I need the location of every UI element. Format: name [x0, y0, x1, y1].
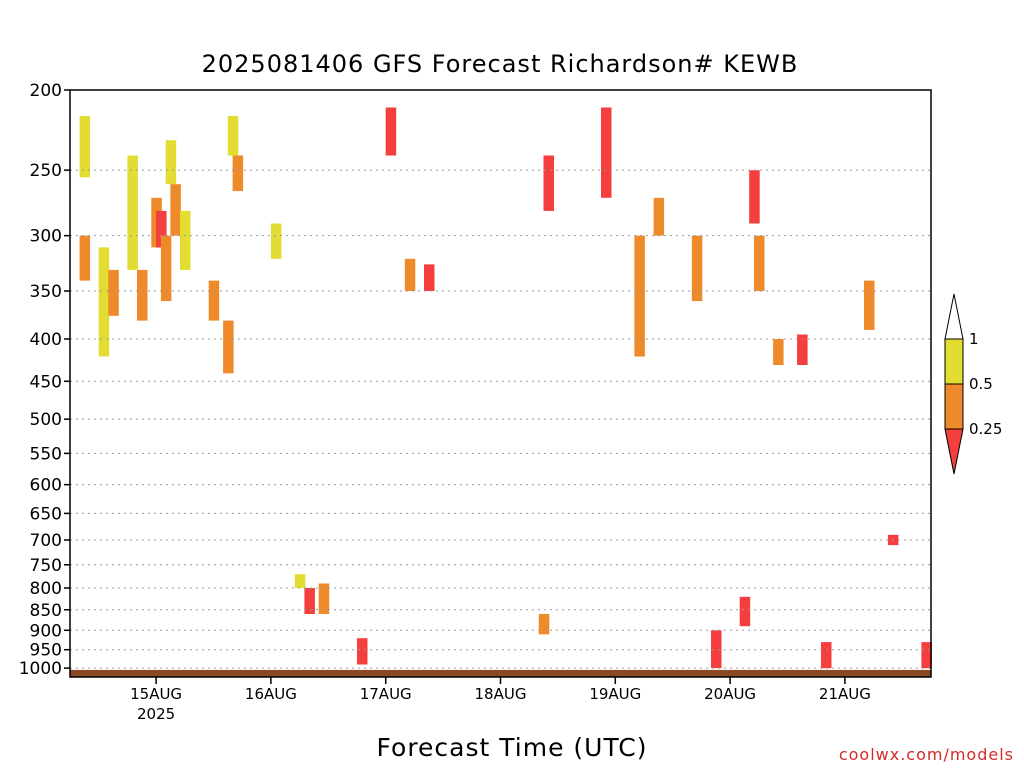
- y-tick-label: 1000: [19, 659, 62, 679]
- heatmap-cell: [79, 235, 91, 281]
- heatmap-cell: [137, 269, 148, 321]
- y-tick-label: 250: [30, 161, 62, 181]
- x-axis: 15AUG 2025 16AUG 17AUG 18AUG 19AUG 20AUG 21AUG: [130, 677, 871, 723]
- heatmap-cell: [318, 583, 330, 614]
- heatmap-cell: [773, 339, 784, 365]
- y-tick-label: 200: [30, 81, 62, 101]
- heatmap-cell: [232, 155, 244, 192]
- y-tick-label: 900: [30, 621, 62, 641]
- y-tick-label: 550: [30, 444, 62, 464]
- legend-swatch-0-5-1: [944, 338, 964, 385]
- heatmap-cell: [127, 155, 138, 270]
- heatmap-cell: [108, 269, 119, 316]
- chart-title: 2025081406 GFS Forecast Richardson# KEWB: [201, 50, 799, 78]
- plot-border: [69, 89, 932, 678]
- heatmap-cell: [754, 235, 765, 291]
- x-tick-label: 16AUG: [245, 685, 297, 703]
- heatmap-cell: [797, 334, 808, 365]
- heatmap-cell: [864, 280, 875, 330]
- credit-link[interactable]: coolwx.com/models: [838, 745, 1014, 764]
- legend-level-label: 0.25: [969, 420, 1002, 438]
- pressure-gridlines: [70, 169, 931, 669]
- heatmap-cells: [79, 107, 932, 669]
- x-tick-label: 17AUG: [360, 685, 412, 703]
- heatmap-cell: [160, 235, 172, 302]
- heatmap-cell: [821, 642, 832, 669]
- y-tick-label: 450: [30, 372, 62, 392]
- heatmap-cell: [691, 235, 703, 302]
- heatmap-cell: [156, 210, 167, 248]
- y-tick-label: 650: [30, 504, 62, 524]
- heatmap-cell: [921, 642, 932, 669]
- heatmap-cell: [165, 140, 177, 185]
- heatmap-cell: [79, 116, 91, 178]
- y-tick-label: 850: [30, 601, 62, 621]
- heatmap-cell: [180, 210, 191, 270]
- ground-band: [70, 669, 931, 677]
- y-tick-label: 750: [30, 556, 62, 576]
- legend-arrow-lt0-25: [944, 428, 964, 475]
- heatmap-cell: [357, 638, 368, 665]
- y-tick-label: 950: [30, 641, 62, 661]
- y-tick-label: 500: [30, 410, 62, 430]
- y-tick-label: 350: [30, 282, 62, 302]
- y-tick-label: 300: [30, 227, 62, 247]
- colorbar-legend: 0.25 0.5 1: [944, 293, 1002, 475]
- heatmap-cell: [98, 247, 110, 357]
- y-tick-label: 600: [30, 476, 62, 496]
- y-axis: 200 250 300 350 400 450 500 550 600 650 700 750 8008…: [19, 81, 70, 679]
- heatmap-cell: [208, 280, 220, 321]
- y-tick-label: 700: [30, 531, 62, 551]
- heatmap-cell: [749, 170, 760, 224]
- legend-swatch-0-25-0-5: [944, 383, 964, 430]
- heatmap-cell: [223, 320, 234, 374]
- plot-frame: [69, 89, 932, 678]
- heatmap-cell: [270, 223, 282, 259]
- heatmap-cell: [404, 258, 416, 291]
- x-tick-label: 18AUG: [475, 685, 527, 703]
- x-year-label: 2025: [137, 705, 175, 723]
- heatmap-cell: [294, 574, 306, 588]
- legend-level-label: 0.5: [969, 375, 993, 393]
- heatmap-cell: [538, 614, 550, 635]
- legend-arrow-gt1: [944, 293, 964, 340]
- legend-level-label: 1: [969, 330, 979, 348]
- heatmap-cell: [227, 116, 239, 156]
- y-tick-label: 400: [30, 330, 62, 350]
- ground-fill: [70, 669, 931, 677]
- x-tick-label: 15AUG: [130, 685, 182, 703]
- heatmap-cell: [543, 155, 554, 211]
- heatmap-cell: [304, 588, 315, 614]
- x-tick-label: 20AUG: [704, 685, 756, 703]
- heatmap-cell: [424, 264, 435, 291]
- heatmap-cell: [711, 630, 722, 669]
- heatmap-cell: [653, 197, 665, 236]
- x-axis-title: Forecast Time (UTC): [376, 733, 648, 762]
- heatmap-cell: [385, 107, 397, 156]
- y-tick-label: 800: [30, 579, 62, 599]
- heatmap-cell: [170, 184, 181, 236]
- heatmap-cell: [739, 596, 751, 627]
- heatmap-cell: [601, 107, 612, 198]
- heatmap-cell: [634, 235, 645, 357]
- x-tick-label: 19AUG: [589, 685, 641, 703]
- x-tick-label: 21AUG: [819, 685, 871, 703]
